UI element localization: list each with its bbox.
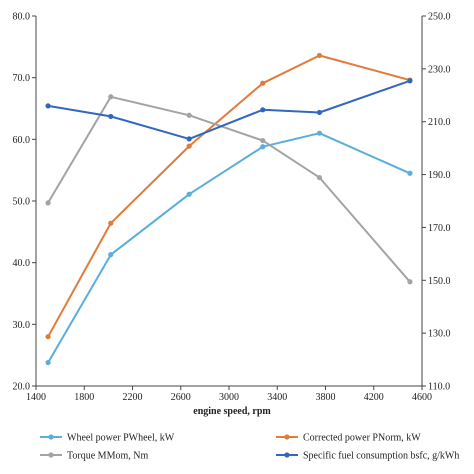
data-point <box>108 252 114 258</box>
data-point <box>316 130 323 136</box>
right-y-tick-label: 110.0 <box>428 382 450 393</box>
left-y-tick-label: 30.0 <box>13 320 31 331</box>
right-y-tick-label: 150.0 <box>428 276 451 287</box>
series-line <box>47 79 411 140</box>
data-point <box>407 78 413 84</box>
series-4 <box>45 78 413 142</box>
data-point <box>45 200 51 206</box>
x-axis-title: engine speed, rpm <box>193 406 271 417</box>
legend: Wheel power PWheel, kW Corrected power PN… <box>40 433 459 462</box>
legend-item: Specific fuel consumption bsfc, g/kWh <box>276 451 459 462</box>
legend-label: Wheel power PWheel, kW <box>67 433 175 444</box>
series-layer <box>45 52 413 366</box>
series-2 <box>45 52 413 340</box>
legend-marker <box>284 434 290 440</box>
data-point <box>260 80 266 86</box>
right-y-tick-label: 210.0 <box>428 117 451 128</box>
data-point <box>45 359 51 366</box>
x-tick-label: 3400 <box>267 392 287 403</box>
data-point <box>316 52 323 59</box>
x-tick-label: 4200 <box>364 392 384 403</box>
left-y-tick-label: 50.0 <box>13 197 31 208</box>
series-line <box>47 95 411 283</box>
left-y-tick-label: 60.0 <box>13 135 31 146</box>
right-y-tick-label: 250.0 <box>428 12 451 23</box>
legend-item: Wheel power PWheel, kW <box>40 433 175 444</box>
left-y-axis-ticks: 20.0 30.0 40.0 50.0 60.0 70.0 80.0 <box>13 12 36 393</box>
legend-item: Torque MMom, Nm <box>40 451 148 462</box>
right-y-tick-label: 190.0 <box>428 170 451 181</box>
left-y-tick-label: 40.0 <box>13 258 31 269</box>
data-point <box>186 136 192 142</box>
left-y-tick-label: 80.0 <box>13 12 31 23</box>
legend-label: Torque MMom, Nm <box>67 451 148 462</box>
data-point <box>186 143 192 149</box>
data-point <box>260 137 266 144</box>
legend-label: Specific fuel consumption bsfc, g/kWh <box>303 451 459 462</box>
x-tick-label: 1400 <box>26 392 46 403</box>
series-1 <box>45 130 413 366</box>
series-line <box>47 54 411 338</box>
legend-marker <box>284 452 290 458</box>
left-y-tick-label: 70.0 <box>13 73 31 84</box>
data-point <box>407 170 413 176</box>
x-tick-label: 3000 <box>219 392 239 403</box>
legend-item: Corrected power PNorm, kW <box>276 433 421 444</box>
plot-frame <box>35 16 423 387</box>
data-point <box>108 113 114 120</box>
data-point <box>186 112 192 118</box>
data-point <box>316 109 323 116</box>
right-y-tick-label: 130.0 <box>428 329 451 340</box>
data-point <box>186 191 192 197</box>
x-tick-label: 4600 <box>412 392 432 403</box>
right-y-axis-ticks: 110.0 130.0 150.0 170.0 190.0 210.0 230.0 250.0 <box>422 12 451 393</box>
x-tick-label: 2200 <box>123 392 143 403</box>
data-point <box>260 107 266 113</box>
data-point <box>108 220 114 226</box>
x-tick-label: 3800 <box>316 392 336 403</box>
right-y-tick-label: 170.0 <box>428 223 451 234</box>
right-y-tick-label: 230.0 <box>428 64 451 75</box>
legend-label: Corrected power PNorm, kW <box>303 433 421 444</box>
x-tick-label: 2600 <box>171 392 191 403</box>
legend-marker <box>48 452 54 458</box>
x-tick-label: 1800 <box>74 392 94 403</box>
data-point <box>407 279 413 285</box>
legend-marker <box>48 434 54 440</box>
data-point <box>316 174 323 181</box>
data-point <box>45 334 51 340</box>
data-point <box>45 103 51 109</box>
left-y-tick-label: 20.0 <box>13 382 31 393</box>
data-point <box>108 94 114 100</box>
x-axis-ticks: 1400 1800 2200 2600 3000 3400 3800 4200 4600 <box>26 386 432 403</box>
series-line <box>47 132 411 364</box>
data-point <box>260 144 266 150</box>
